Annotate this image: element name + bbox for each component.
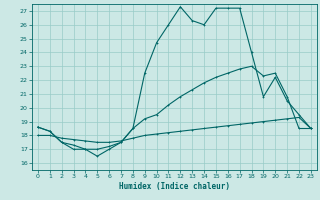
X-axis label: Humidex (Indice chaleur): Humidex (Indice chaleur) <box>119 182 230 191</box>
